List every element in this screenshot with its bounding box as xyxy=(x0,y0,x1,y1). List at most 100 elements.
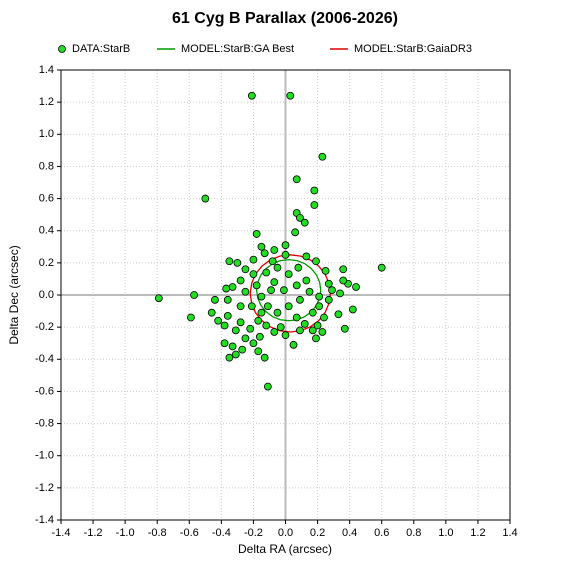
data-point xyxy=(249,270,258,279)
data-point xyxy=(300,320,309,328)
data-point xyxy=(324,279,333,288)
data-point xyxy=(313,321,322,330)
y-tick-label: 1.4 xyxy=(39,64,54,76)
data-point xyxy=(276,323,285,332)
data-point xyxy=(292,313,301,322)
data-point xyxy=(270,278,279,287)
data-point xyxy=(255,332,264,341)
x-tick-label: 1.2 xyxy=(470,527,485,539)
data-point xyxy=(246,324,255,333)
data-point xyxy=(284,302,293,311)
legend: DATA:StarB MODEL:StarB:GA Best MODEL:StarB… xyxy=(58,43,472,55)
data-point xyxy=(377,263,386,272)
x-tick-label: 0.2 xyxy=(310,527,325,539)
data-point xyxy=(339,276,348,285)
data-point xyxy=(207,308,216,317)
data-point xyxy=(223,311,232,320)
data-point xyxy=(318,328,327,336)
data-point xyxy=(281,250,290,259)
grid xyxy=(57,69,511,524)
data-point xyxy=(249,339,258,348)
x-tick-label: 1.0 xyxy=(438,527,453,539)
y-tick-label: 0.4 xyxy=(39,225,54,237)
data-point xyxy=(231,326,240,335)
y-tick-label: 1.2 xyxy=(39,96,54,108)
data-point xyxy=(305,287,314,296)
legend-label: MODEL:StarB:GaiaDR3 xyxy=(354,43,472,55)
data-point xyxy=(284,270,293,279)
data-point xyxy=(220,321,229,330)
chart-title: 61 Cyg B Parallax (2006-2026) xyxy=(172,10,398,27)
y-tick-label: -1.2 xyxy=(35,482,54,494)
data-point xyxy=(308,308,317,317)
x-tick-label: 0.8 xyxy=(406,527,421,539)
legend-label: DATA:StarB xyxy=(72,43,130,55)
data-point xyxy=(247,302,256,311)
data-point xyxy=(252,281,261,290)
y-tick-label: 0.6 xyxy=(39,192,54,204)
y-tick-label: -1.4 xyxy=(35,514,54,526)
x-tick-label: -1.2 xyxy=(84,527,103,539)
data-point xyxy=(339,265,348,274)
y-tick-label: -1.0 xyxy=(35,450,54,462)
data-point xyxy=(315,302,324,311)
data-point xyxy=(262,321,271,330)
data-point xyxy=(154,294,163,303)
data-point xyxy=(336,289,344,298)
data-point xyxy=(300,218,309,227)
x-axis-title: Delta RA (arcsec) xyxy=(238,542,332,556)
data-point xyxy=(257,308,266,317)
data-point xyxy=(268,257,277,266)
data-point xyxy=(262,268,271,277)
x-tick-label: 0.0 xyxy=(278,527,293,539)
legend-label: MODEL:StarB:GA Best xyxy=(181,43,294,55)
data-point xyxy=(312,334,320,343)
data-point xyxy=(352,283,360,291)
data-point xyxy=(289,340,298,349)
y-tick-label: 1.0 xyxy=(39,128,54,140)
y-axis-title: Delta Dec (arcsec) xyxy=(7,245,21,344)
data-point xyxy=(310,186,319,195)
data-point xyxy=(236,318,245,327)
data-point xyxy=(222,284,231,293)
x-tick-label: -1.4 xyxy=(52,527,71,539)
data-point xyxy=(211,295,219,304)
data-point xyxy=(257,292,266,301)
data-point xyxy=(220,339,229,348)
data-point xyxy=(291,228,300,237)
data-point xyxy=(257,242,266,251)
data-point xyxy=(254,347,263,356)
data-point xyxy=(302,252,311,261)
x-tick-label: 0.6 xyxy=(374,527,389,539)
data-point xyxy=(324,295,333,304)
data-point xyxy=(270,328,279,336)
data-point xyxy=(281,331,290,340)
y-tick-label: -0.8 xyxy=(35,417,54,429)
x-tick-label: 1.4 xyxy=(502,527,517,539)
x-tick-label: -0.2 xyxy=(244,527,263,539)
data-point xyxy=(263,302,272,311)
data-point xyxy=(273,263,282,272)
data-point xyxy=(296,213,304,222)
y-tick-label: -0.2 xyxy=(35,321,54,333)
data-point xyxy=(190,291,198,299)
data-point xyxy=(241,265,250,274)
data-point xyxy=(286,91,295,100)
data-point xyxy=(340,324,349,333)
data-point xyxy=(254,316,263,325)
data-point xyxy=(252,230,261,238)
y-tick-label: 0.8 xyxy=(39,160,54,172)
y-tick-label: 0.2 xyxy=(39,257,54,269)
x-tick-label: -0.6 xyxy=(180,527,199,539)
data-point xyxy=(348,305,357,314)
data-point xyxy=(328,286,336,295)
x-tick-label: -1.0 xyxy=(116,527,135,539)
y-tick-label: -0.6 xyxy=(35,385,54,397)
model-line xyxy=(249,254,332,333)
data-point xyxy=(281,241,290,250)
data-point xyxy=(228,342,237,351)
data-point xyxy=(321,266,330,275)
data-point xyxy=(186,313,195,322)
data-point xyxy=(302,276,311,285)
